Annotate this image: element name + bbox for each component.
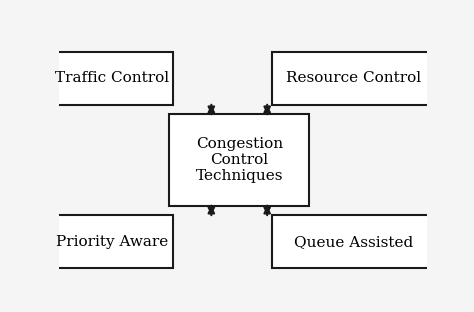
Bar	[272, 215, 434, 268]
Bar	[52, 52, 173, 105]
Text: Queue Assisted: Queue Assisted	[293, 235, 413, 249]
Text: Traffic Control: Traffic Control	[55, 71, 170, 85]
Text: Congestion
Control
Techniques: Congestion Control Techniques	[195, 137, 283, 183]
Bar	[169, 114, 309, 206]
Text: Priority Aware: Priority Aware	[56, 235, 169, 249]
Bar	[272, 52, 434, 105]
Bar	[52, 215, 173, 268]
Text: Resource Control: Resource Control	[285, 71, 421, 85]
